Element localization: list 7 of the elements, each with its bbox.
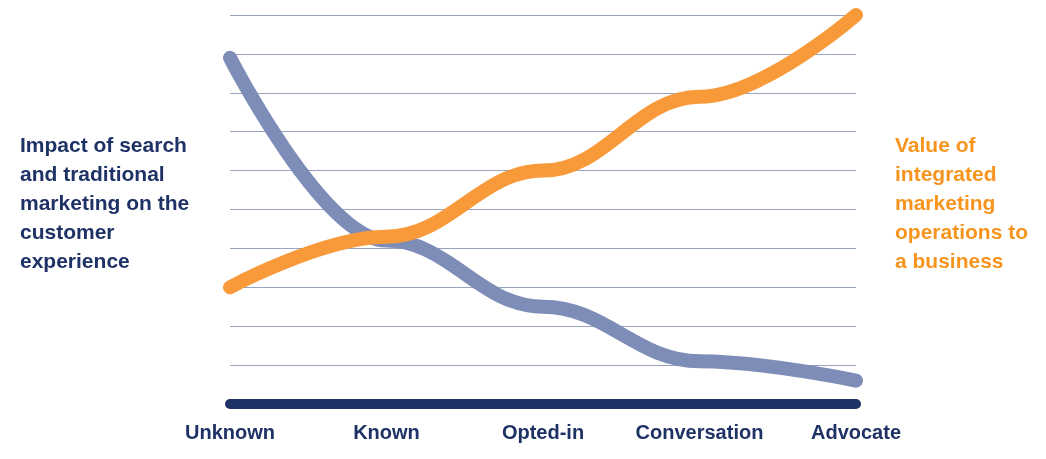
x-tick-label: Unknown — [185, 421, 275, 443]
y2-axis-title: Value of integrated marketing operations to a business — [895, 132, 1029, 274]
x-tick-label: Opted-in — [501, 421, 585, 443]
y-axis-title: Impact of search and traditional marketing on the customer experience — [20, 132, 190, 274]
x-tick-label: Known — [353, 421, 420, 443]
x-tick-label: Advocate — [810, 421, 902, 443]
x-tick-label: Conversation — [635, 421, 764, 443]
